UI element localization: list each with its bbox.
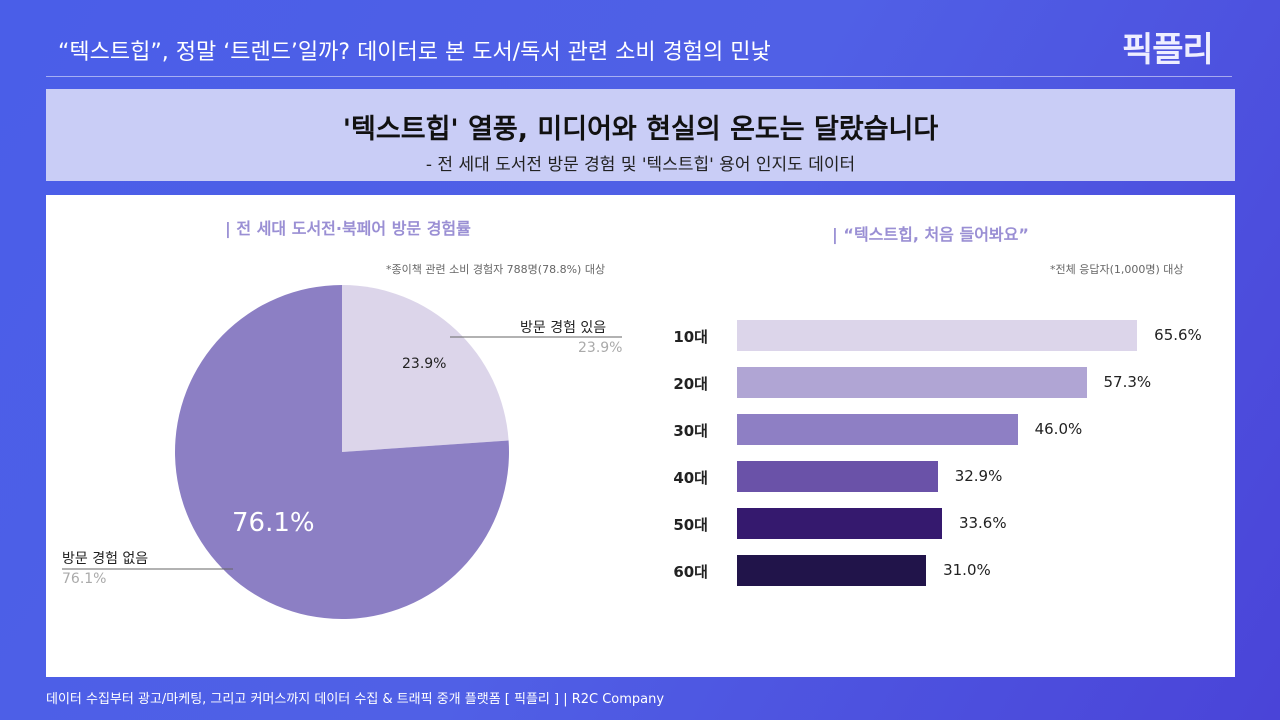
bar-title-text: “텍스트힙, 처음 들어봐요”	[843, 225, 1029, 244]
subtitle: - 전 세대 도서전 방문 경험 및 '텍스트힙' 용어 인지도 데이터	[425, 155, 856, 175]
bar-category-label: 10대	[673, 328, 708, 346]
pie-chart	[62, 285, 622, 619]
bar-category-label: 30대	[673, 422, 708, 440]
page-title: “텍스트힙”, 정말 ‘트렌드’일까? 데이터로 본 도서/독서 관련 소비 경…	[58, 40, 771, 65]
brand-logo: 픽플리	[1122, 30, 1214, 70]
pie-slice	[342, 285, 509, 452]
pie-note: *종이책 관련 소비 경험자 788명(78.8%) 대상	[386, 263, 606, 276]
bar-category-label: 40대	[673, 469, 708, 487]
bar	[737, 320, 1138, 351]
bar-title: | “텍스트힙, 처음 들어봐요”	[832, 225, 1029, 244]
pie-label-not-visited: 방문 경험 없음	[62, 551, 149, 567]
pie-label-visited: 방문 경험 있음	[520, 320, 607, 336]
bar	[737, 367, 1087, 398]
headline-banner: '텍스트힙' 열풍, 미디어와 현실의 온도는 달랐습니다 - 전 세대 도서전…	[46, 89, 1235, 181]
pie-label-visited-value: 23.9%	[578, 340, 623, 356]
pie-data-label-visited: 23.9%	[402, 356, 447, 372]
bar-value-label: 32.9%	[954, 467, 1003, 485]
bar-category-label: 50대	[673, 516, 708, 534]
bar-value-label: 65.6%	[1154, 326, 1202, 344]
content-panel: | 전 세대 도서전·북페어 방문 경험률 *종이책 관련 소비 경험자 788…	[46, 195, 1235, 677]
pie-slice	[174, 285, 509, 619]
bar	[737, 461, 938, 492]
bar	[737, 555, 927, 586]
bar-value-label: 46.0%	[1034, 420, 1083, 438]
headline: '텍스트힙' 열풍, 미디어와 현실의 온도는 달랐습니다	[342, 114, 939, 145]
divider	[46, 76, 1232, 77]
bar-category-label: 20대	[673, 375, 708, 393]
bar-value-label: 57.3%	[1103, 373, 1152, 391]
bar-value-label: 31.0%	[943, 561, 991, 579]
pie-title-text: 전 세대 도서전·북페어 방문 경험률	[236, 219, 471, 238]
footer-text: 데이터 수집부터 광고/마케팅, 그리고 커머스까지 데이터 수집 & 트래픽 …	[46, 692, 665, 707]
pie-data-label-not-visited: 76.1%	[232, 508, 315, 538]
bar-value-label: 33.6%	[958, 514, 1007, 532]
bar-note: *전체 응답자(1,000명) 대상	[1050, 263, 1184, 276]
bar-category-label: 60대	[673, 563, 708, 581]
bar	[737, 414, 1018, 445]
pie-label-not-visited-value: 76.1%	[62, 571, 107, 587]
pie-title: | 전 세대 도서전·북페어 방문 경험률	[225, 219, 471, 238]
bar	[737, 508, 942, 539]
